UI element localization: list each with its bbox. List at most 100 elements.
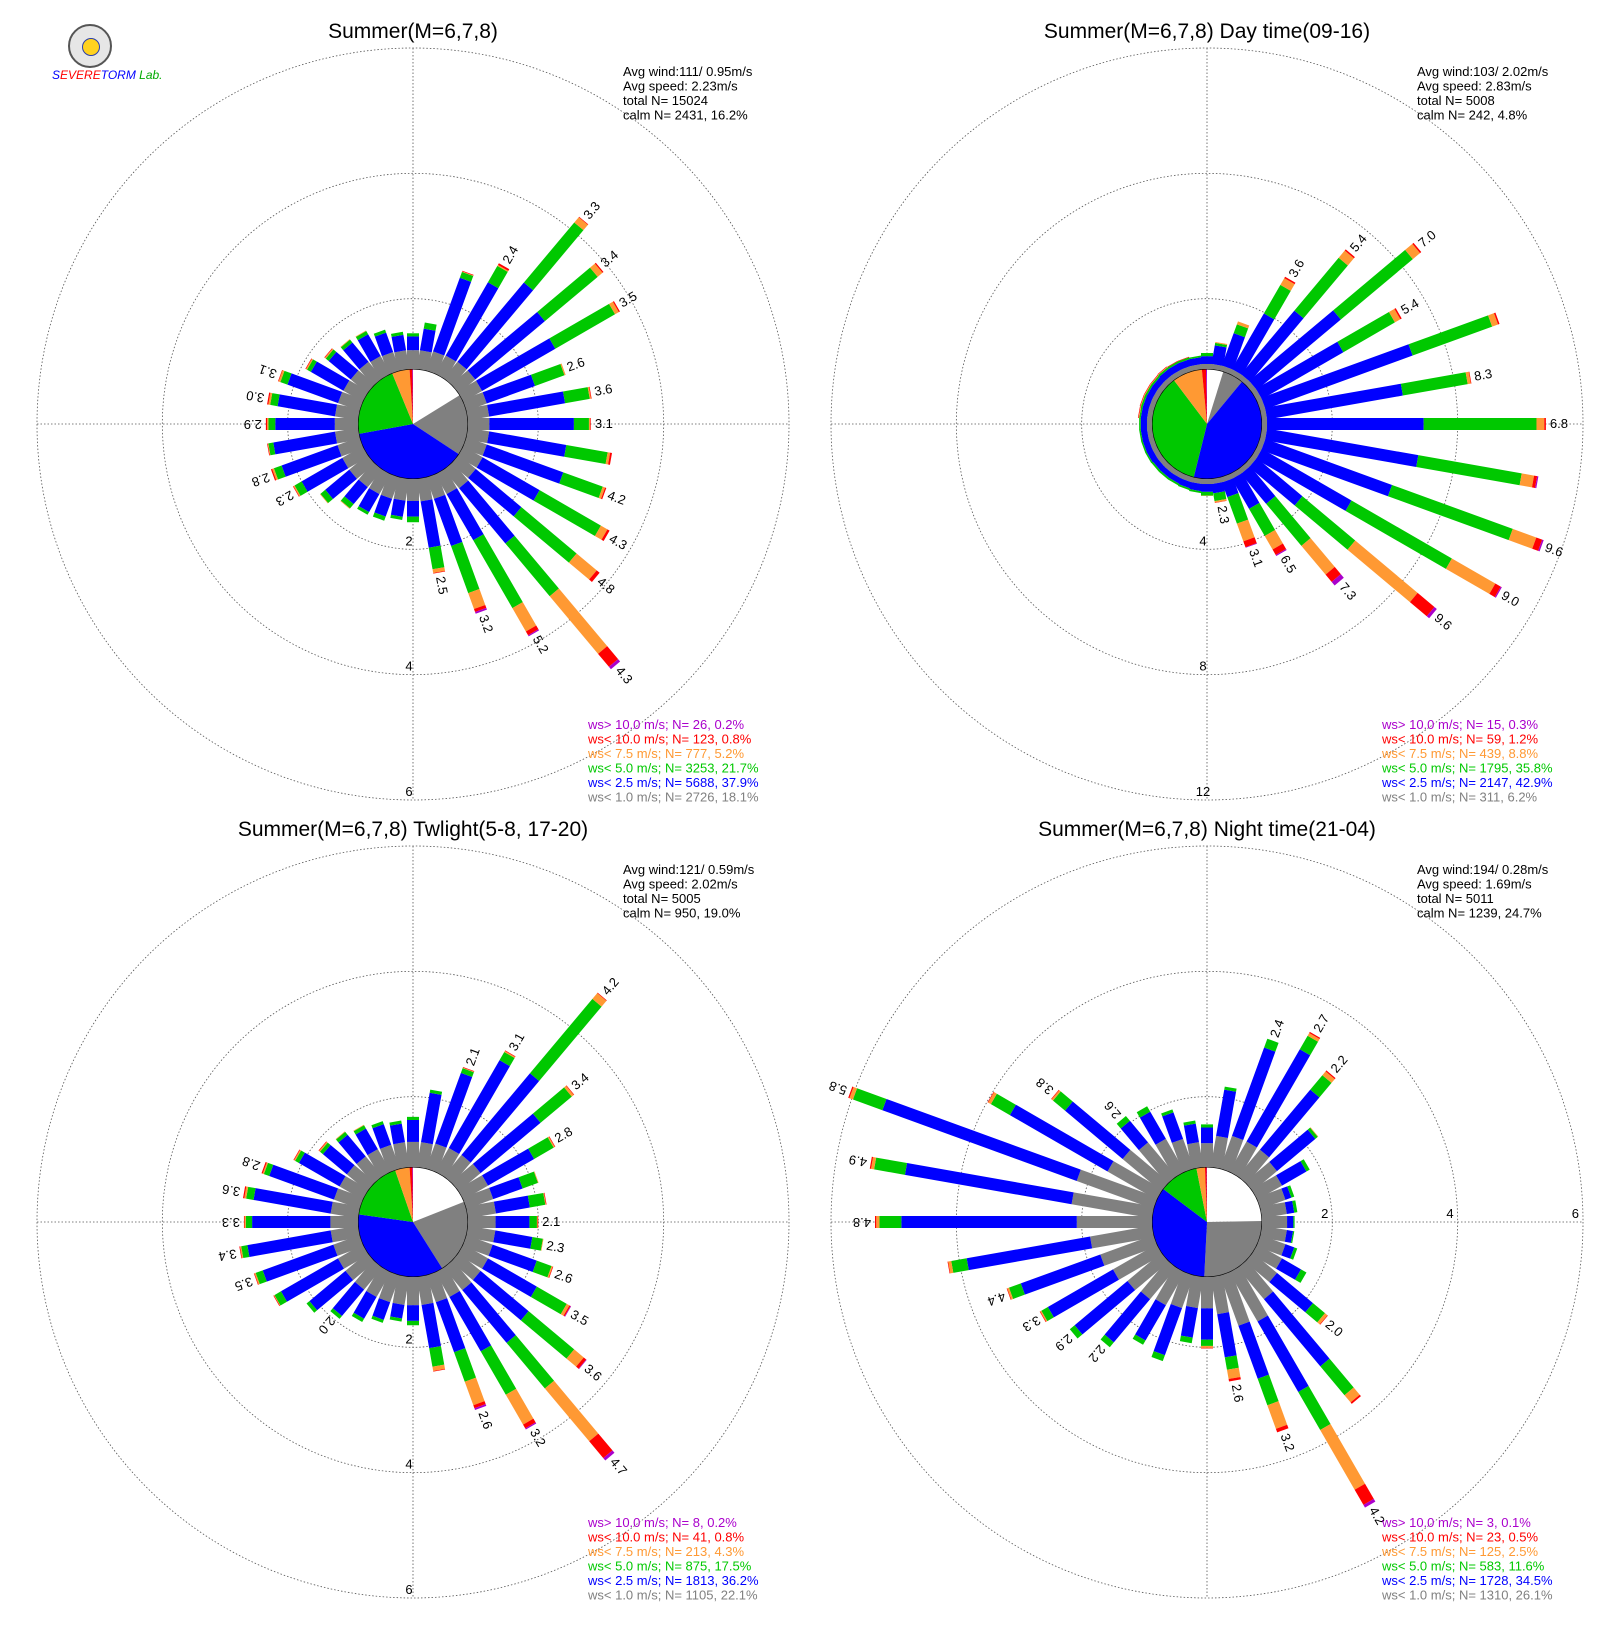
bar-segment (379, 1144, 400, 1173)
bar-segment (1161, 1109, 1174, 1117)
bar-segment (1201, 1124, 1213, 1128)
bar-segment (848, 1086, 854, 1099)
bar-segment (287, 373, 343, 404)
bar-label-group: 3.1 (595, 416, 613, 431)
bar-segment (391, 334, 407, 353)
bar-label-group: 5.2 (530, 633, 552, 656)
bar-segment (1319, 1315, 1328, 1325)
bar-segment (334, 418, 358, 430)
bar-segment (338, 391, 364, 411)
bar-segment (247, 1230, 333, 1257)
ring-label: 2 (405, 1331, 412, 1346)
bar-segment (1142, 395, 1153, 410)
bar-segment (295, 1150, 305, 1164)
bar-segment (358, 488, 380, 513)
bar-label: 3.6 (581, 1361, 604, 1384)
bar-segment (480, 1345, 517, 1395)
bar-segment (389, 1123, 406, 1145)
bar-segment (1519, 473, 1535, 488)
bar-segment (564, 1085, 574, 1097)
bar-segment (1405, 243, 1421, 260)
legend-entry: ws< 1.0 m/s; N= 2726, 18.1% (587, 790, 759, 805)
bar-segment (407, 333, 419, 337)
bar-segment (587, 386, 592, 399)
legend-entry: ws> 10.0 m/s; N= 8, 0.2% (587, 1515, 737, 1530)
bar-segment (1257, 1374, 1279, 1406)
wind-bar-160 (426, 473, 487, 614)
wind-bar-80 (466, 386, 592, 421)
bar-label: 2.8 (552, 1124, 575, 1146)
bar-label-group: 3.2 (1278, 1431, 1298, 1453)
legend-entry: ws< 5.0 m/s; N= 583, 11.6% (1381, 1559, 1545, 1574)
calm-pie-slice (1152, 1188, 1207, 1277)
bar-label-group: 4.9 (848, 1152, 868, 1170)
bar-segment (451, 541, 480, 594)
bar-segment (333, 1188, 364, 1209)
stats-line: total N= 5011 (1417, 891, 1494, 906)
bar-segment (549, 303, 616, 349)
bar-segment (1536, 418, 1545, 430)
bar-segment (435, 1148, 460, 1178)
bar-segment (588, 386, 592, 399)
bar-segment (244, 1186, 249, 1199)
bar-segment (461, 1073, 540, 1163)
bar-segment (1146, 385, 1159, 400)
bar-label: 2.7 (1310, 1012, 1332, 1035)
wind-bar-120 (457, 1244, 572, 1317)
bar-segment (1265, 428, 1419, 467)
wind-bar-90 (468, 1216, 539, 1228)
bar-segment (1127, 1252, 1169, 1291)
bar-segment (393, 1142, 410, 1169)
wind-bar-110 (1256, 437, 1544, 552)
bar-segment (1220, 1135, 1244, 1173)
bar-segment (319, 1142, 331, 1155)
bar-segment (1201, 1308, 1213, 1340)
bar-segment (454, 1348, 477, 1382)
calm-pie-slice (395, 1167, 413, 1222)
wind-bar-300 (305, 358, 369, 402)
bar-segment (344, 479, 368, 505)
bar-segment (472, 1113, 541, 1174)
bar-segment (523, 1418, 536, 1429)
wind-bar-30 (1229, 1031, 1321, 1178)
bar-label-group: 2.2 (1327, 1052, 1350, 1075)
bar-label-group: 2.3 (273, 488, 296, 510)
bar-segment (432, 567, 446, 574)
bar-segment (1155, 1138, 1185, 1178)
wind-bar-120 (1251, 446, 1502, 598)
bar-segment (407, 1320, 419, 1326)
bar-label: 3.1 (257, 361, 279, 381)
bar-segment (335, 1131, 348, 1143)
bar-segment (1344, 249, 1355, 259)
bar-segment (273, 1295, 280, 1307)
bar-segment (1535, 476, 1539, 489)
bar-segment (518, 1171, 538, 1189)
bar-segment (1275, 1424, 1289, 1433)
bar-segment (879, 1216, 902, 1228)
bar-segment (307, 359, 317, 372)
bar-label: 3.1 (505, 1030, 527, 1053)
bar-segment (1214, 500, 1227, 503)
bar-segment (563, 1305, 571, 1317)
bar-segment (609, 301, 619, 315)
bar-segment (1201, 1127, 1213, 1144)
bar-label-group: 2.1 (542, 1214, 560, 1229)
bar-segment (1221, 333, 1245, 370)
bar-segment (1142, 438, 1153, 453)
bar-segment (874, 1157, 908, 1175)
legend-entry: ws< 10.0 m/s; N= 23, 0.5% (1381, 1530, 1539, 1545)
bar-segment (340, 500, 351, 509)
bar-label: 5.4 (1398, 295, 1421, 317)
bar-segment (366, 1266, 391, 1298)
bar-segment (268, 392, 273, 405)
bar-segment (1180, 1305, 1198, 1338)
calm-pie-slice (358, 1214, 443, 1277)
wind-bar-330 (355, 330, 391, 380)
bar-label-group: 2.4 (499, 243, 521, 266)
bar-segment (505, 535, 559, 597)
bar-segment (1251, 1244, 1283, 1269)
bar-segment (601, 487, 607, 500)
bar-segment (391, 331, 404, 337)
bar-label: 4.4 (986, 1289, 1008, 1309)
bar-segment (374, 494, 393, 517)
